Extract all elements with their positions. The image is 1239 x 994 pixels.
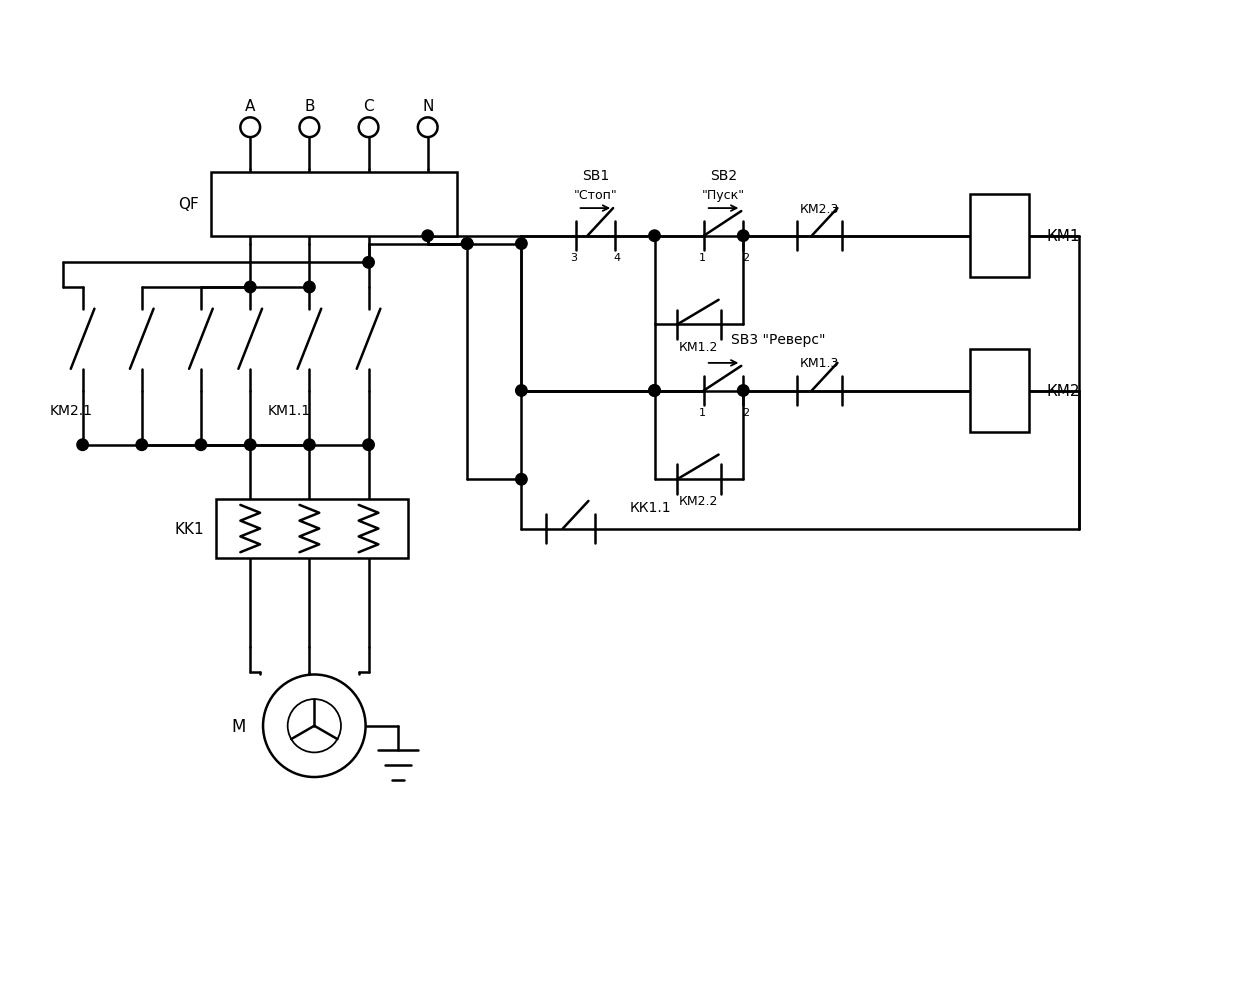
Circle shape bbox=[649, 386, 660, 397]
Text: KM2.1: KM2.1 bbox=[50, 404, 93, 417]
Text: КМ2.3: КМ2.3 bbox=[800, 203, 839, 216]
Text: "Стоп": "Стоп" bbox=[574, 189, 617, 202]
Bar bbox=[970, 195, 1030, 278]
Text: KK1: KK1 bbox=[175, 522, 204, 537]
Circle shape bbox=[304, 439, 315, 451]
Text: КМ1.3: КМ1.3 bbox=[800, 357, 839, 370]
Text: КМ2: КМ2 bbox=[1047, 384, 1080, 399]
Text: SB1: SB1 bbox=[582, 168, 608, 182]
Circle shape bbox=[461, 239, 473, 250]
Text: КК1.1: КК1.1 bbox=[629, 500, 672, 514]
Text: SB2: SB2 bbox=[710, 168, 737, 182]
Circle shape bbox=[515, 239, 527, 250]
Text: 2: 2 bbox=[742, 253, 748, 263]
Text: 4: 4 bbox=[613, 253, 621, 263]
Text: КМ2.2: КМ2.2 bbox=[679, 495, 719, 508]
Circle shape bbox=[422, 231, 434, 243]
Text: QF: QF bbox=[178, 197, 199, 212]
Circle shape bbox=[77, 439, 88, 451]
Text: A: A bbox=[245, 99, 255, 114]
Circle shape bbox=[515, 474, 527, 485]
Circle shape bbox=[737, 231, 748, 243]
Text: КМ1: КМ1 bbox=[1047, 229, 1080, 244]
Bar bbox=[211, 172, 457, 237]
Text: SB3 "Реверс": SB3 "Реверс" bbox=[731, 333, 825, 347]
Text: КМ1.2: КМ1.2 bbox=[679, 340, 719, 353]
Text: "Пуск": "Пуск" bbox=[703, 189, 745, 202]
Circle shape bbox=[649, 386, 660, 397]
Circle shape bbox=[136, 439, 147, 451]
Circle shape bbox=[196, 439, 207, 451]
Circle shape bbox=[363, 257, 374, 268]
Text: C: C bbox=[363, 99, 374, 114]
Bar bbox=[216, 499, 408, 559]
Text: 1: 1 bbox=[699, 408, 705, 417]
Circle shape bbox=[304, 282, 315, 293]
Circle shape bbox=[515, 386, 527, 397]
Text: KM1.1: KM1.1 bbox=[268, 404, 311, 417]
Text: M: M bbox=[230, 717, 245, 735]
Circle shape bbox=[244, 282, 256, 293]
Text: 3: 3 bbox=[570, 253, 577, 263]
Text: B: B bbox=[304, 99, 315, 114]
Circle shape bbox=[244, 439, 256, 451]
Circle shape bbox=[649, 231, 660, 243]
Circle shape bbox=[461, 239, 473, 250]
Text: 2: 2 bbox=[742, 408, 748, 417]
Text: N: N bbox=[422, 99, 434, 114]
Bar bbox=[970, 350, 1030, 432]
Circle shape bbox=[737, 386, 748, 397]
Circle shape bbox=[363, 439, 374, 451]
Text: 1: 1 bbox=[699, 253, 705, 263]
